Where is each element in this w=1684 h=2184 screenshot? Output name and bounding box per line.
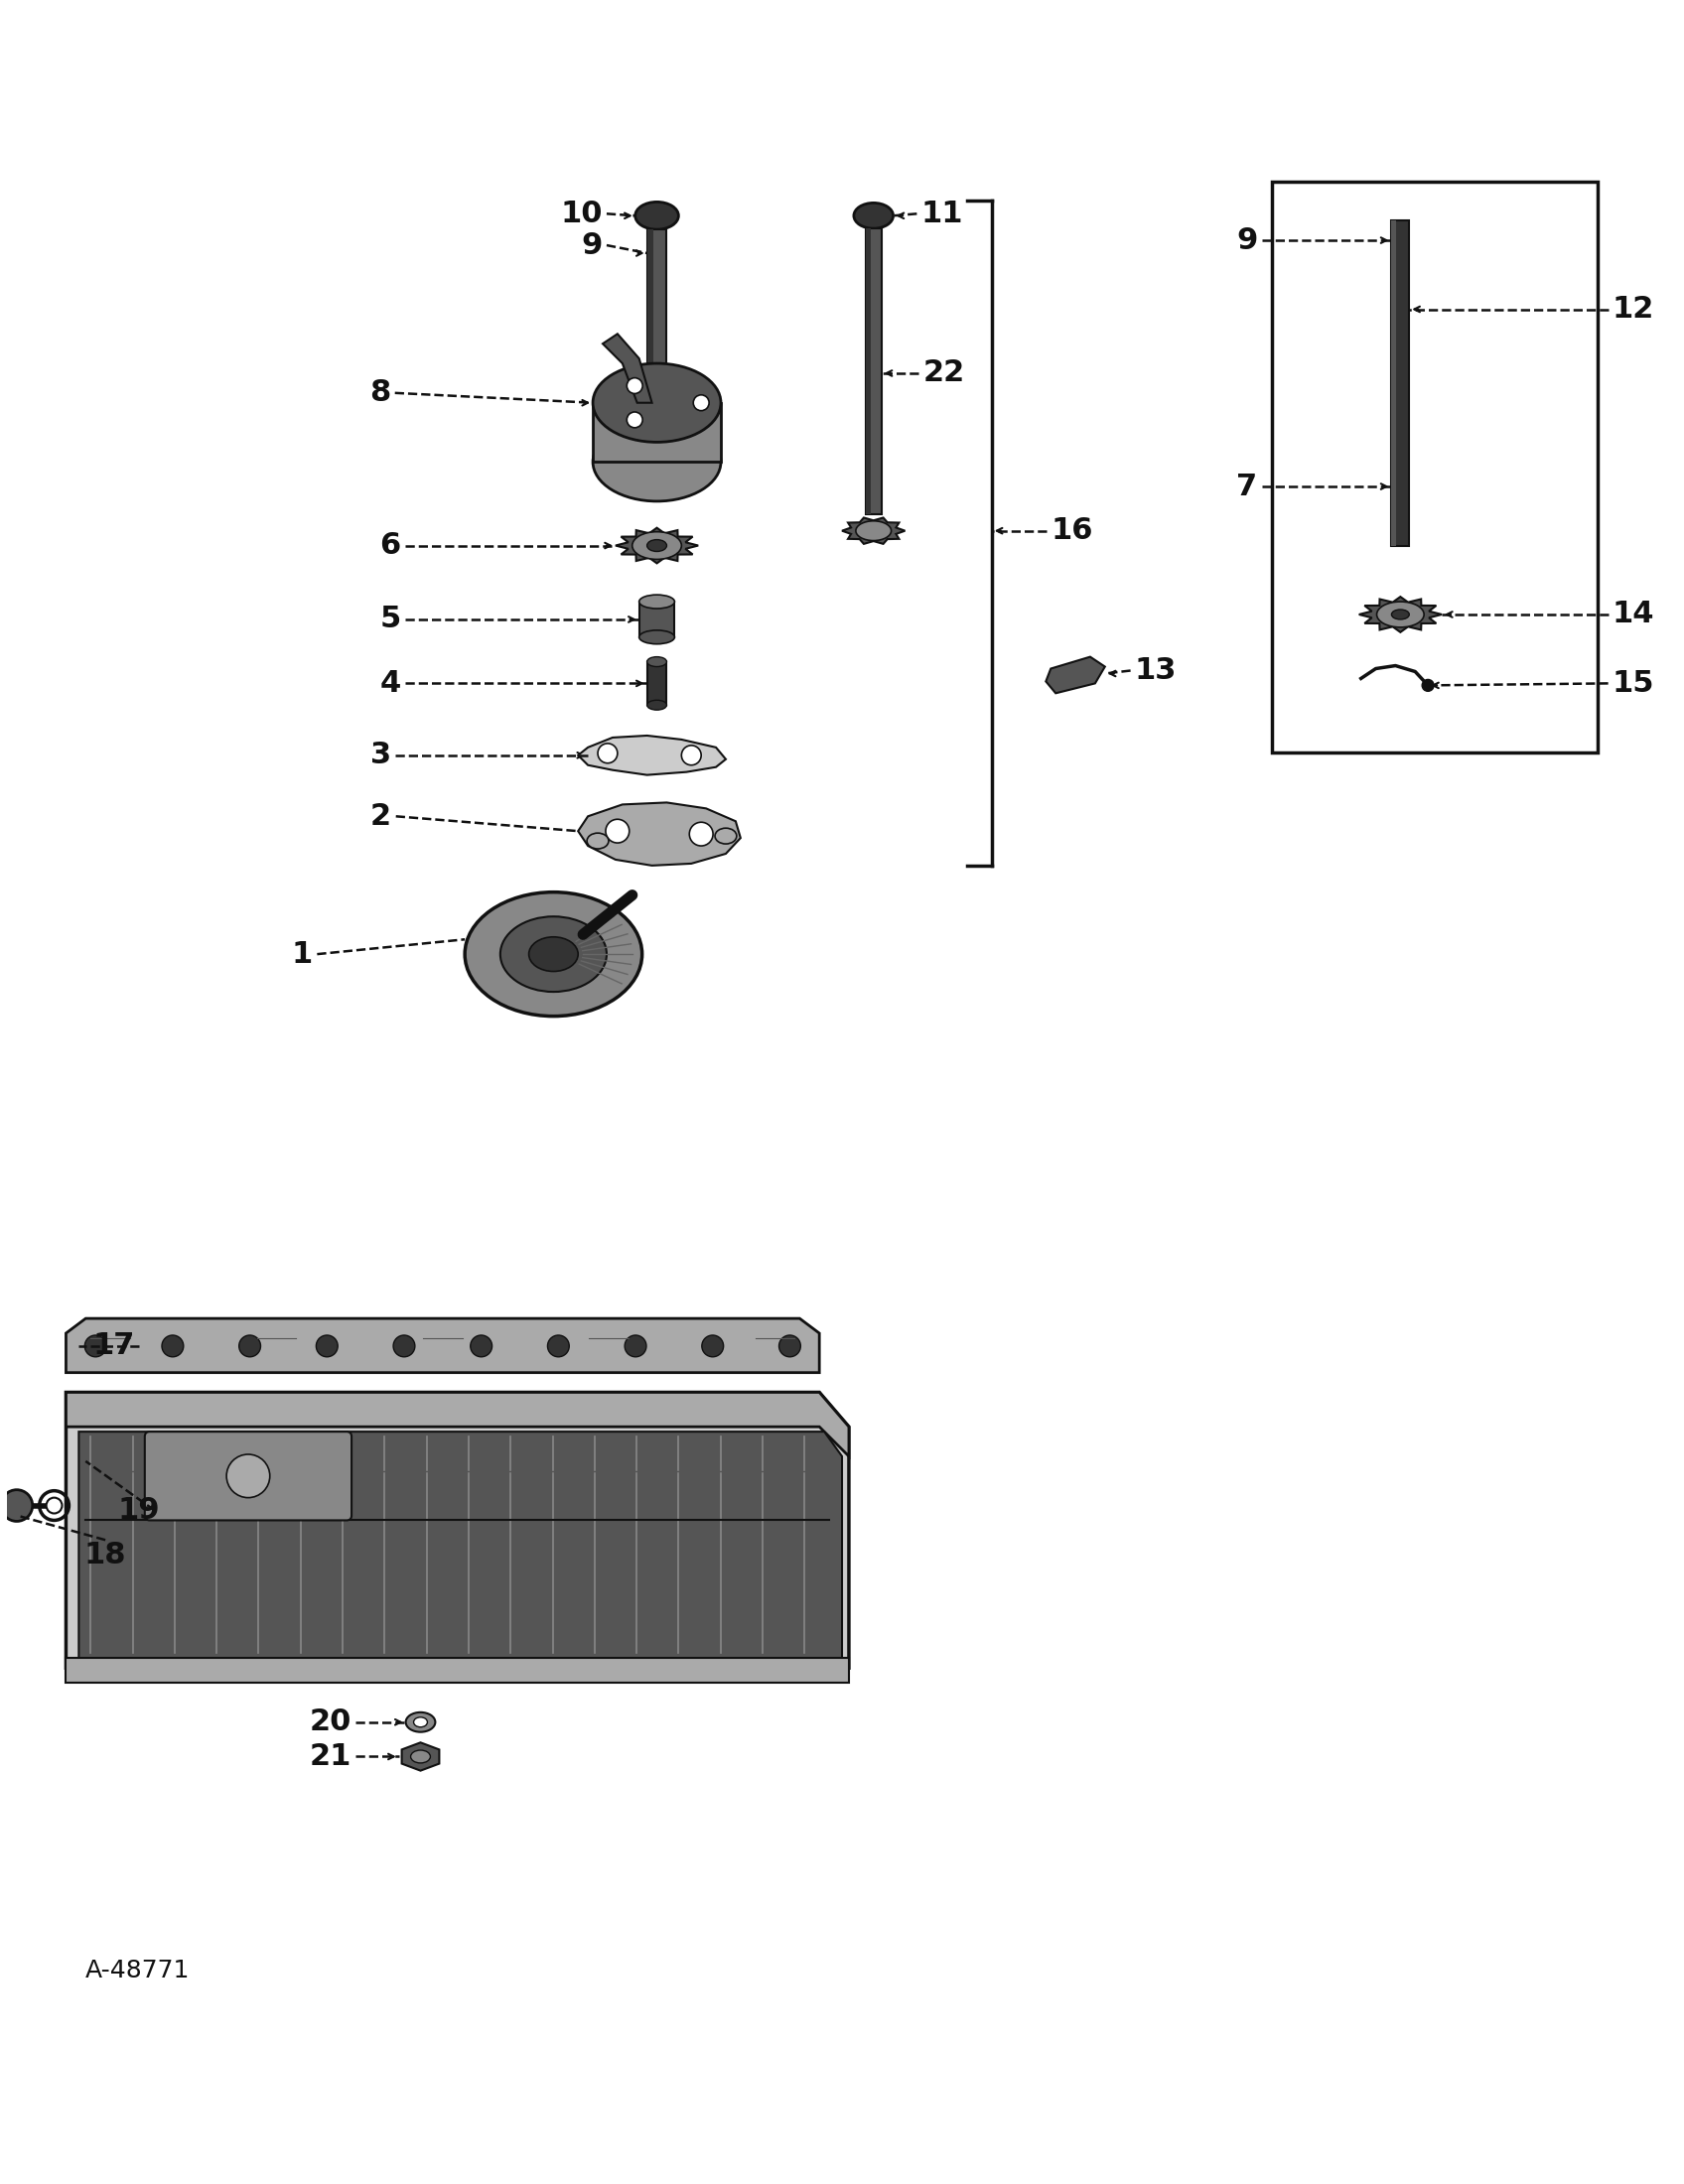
Circle shape [780,1334,800,1356]
Circle shape [625,1334,647,1356]
Text: 1: 1 [291,939,312,968]
Circle shape [239,1334,261,1356]
Text: 5: 5 [379,605,401,633]
Circle shape [689,821,712,845]
Ellipse shape [640,631,675,644]
Polygon shape [603,334,652,402]
Ellipse shape [45,1498,62,1514]
Text: A-48771: A-48771 [86,1959,190,1983]
FancyBboxPatch shape [145,1433,352,1520]
Bar [1391,221,1396,546]
Ellipse shape [406,1712,434,1732]
Ellipse shape [593,363,721,441]
Ellipse shape [500,917,606,992]
Text: 13: 13 [1135,655,1177,686]
Text: 8: 8 [370,378,391,408]
Text: 14: 14 [1612,601,1654,629]
Bar [866,229,871,513]
Polygon shape [842,518,904,544]
Circle shape [626,413,643,428]
Text: 7: 7 [1236,472,1258,500]
Text: 3: 3 [370,740,391,769]
Ellipse shape [588,832,608,850]
Ellipse shape [855,522,891,542]
Text: 11: 11 [921,199,963,227]
Circle shape [162,1334,184,1356]
Polygon shape [578,802,741,865]
Circle shape [606,819,630,843]
Text: 4: 4 [379,668,401,697]
Text: 15: 15 [1612,668,1654,697]
Text: 2: 2 [370,802,391,830]
Circle shape [694,395,709,411]
Bar [66,1658,849,1682]
Polygon shape [1359,596,1442,631]
Ellipse shape [2,1489,32,1522]
Bar [1391,221,1410,546]
Bar [1273,181,1598,751]
Circle shape [547,1334,569,1356]
Ellipse shape [647,657,667,666]
Circle shape [626,378,643,393]
Ellipse shape [1391,609,1410,620]
Circle shape [1421,679,1433,692]
Ellipse shape [640,594,675,609]
Circle shape [598,743,618,762]
Ellipse shape [529,937,578,972]
Bar [647,662,667,705]
Ellipse shape [593,422,721,502]
Polygon shape [66,1393,849,1457]
Text: 22: 22 [923,358,965,387]
Circle shape [682,745,701,764]
Text: 20: 20 [310,1708,352,1736]
Bar [647,229,667,367]
Circle shape [227,1455,269,1498]
Text: 6: 6 [379,531,401,559]
Text: 16: 16 [1051,515,1093,546]
Circle shape [470,1334,492,1356]
Ellipse shape [854,203,893,229]
Polygon shape [1046,657,1105,692]
Text: 9: 9 [581,232,603,260]
Circle shape [317,1334,338,1356]
Text: 9: 9 [1236,225,1258,256]
Ellipse shape [465,891,642,1016]
Polygon shape [615,529,699,563]
Ellipse shape [716,828,736,843]
Polygon shape [402,1743,440,1771]
Bar [640,601,675,638]
Text: 21: 21 [310,1743,352,1771]
Circle shape [394,1334,414,1356]
Polygon shape [66,1319,820,1372]
Polygon shape [66,1393,849,1669]
Ellipse shape [632,531,682,559]
Text: 19: 19 [118,1496,160,1524]
Circle shape [84,1334,106,1356]
Ellipse shape [647,701,667,710]
Text: 17: 17 [93,1332,135,1361]
Ellipse shape [1378,601,1425,627]
Bar [866,229,881,513]
Polygon shape [79,1433,842,1658]
Ellipse shape [411,1749,431,1762]
Text: 12: 12 [1612,295,1654,323]
Ellipse shape [414,1717,428,1728]
Ellipse shape [635,201,679,229]
Circle shape [702,1334,724,1356]
Text: 18: 18 [84,1540,126,1568]
Polygon shape [578,736,726,775]
Text: 10: 10 [561,199,603,227]
Bar [593,402,721,461]
Ellipse shape [647,539,667,550]
Bar [647,229,653,367]
